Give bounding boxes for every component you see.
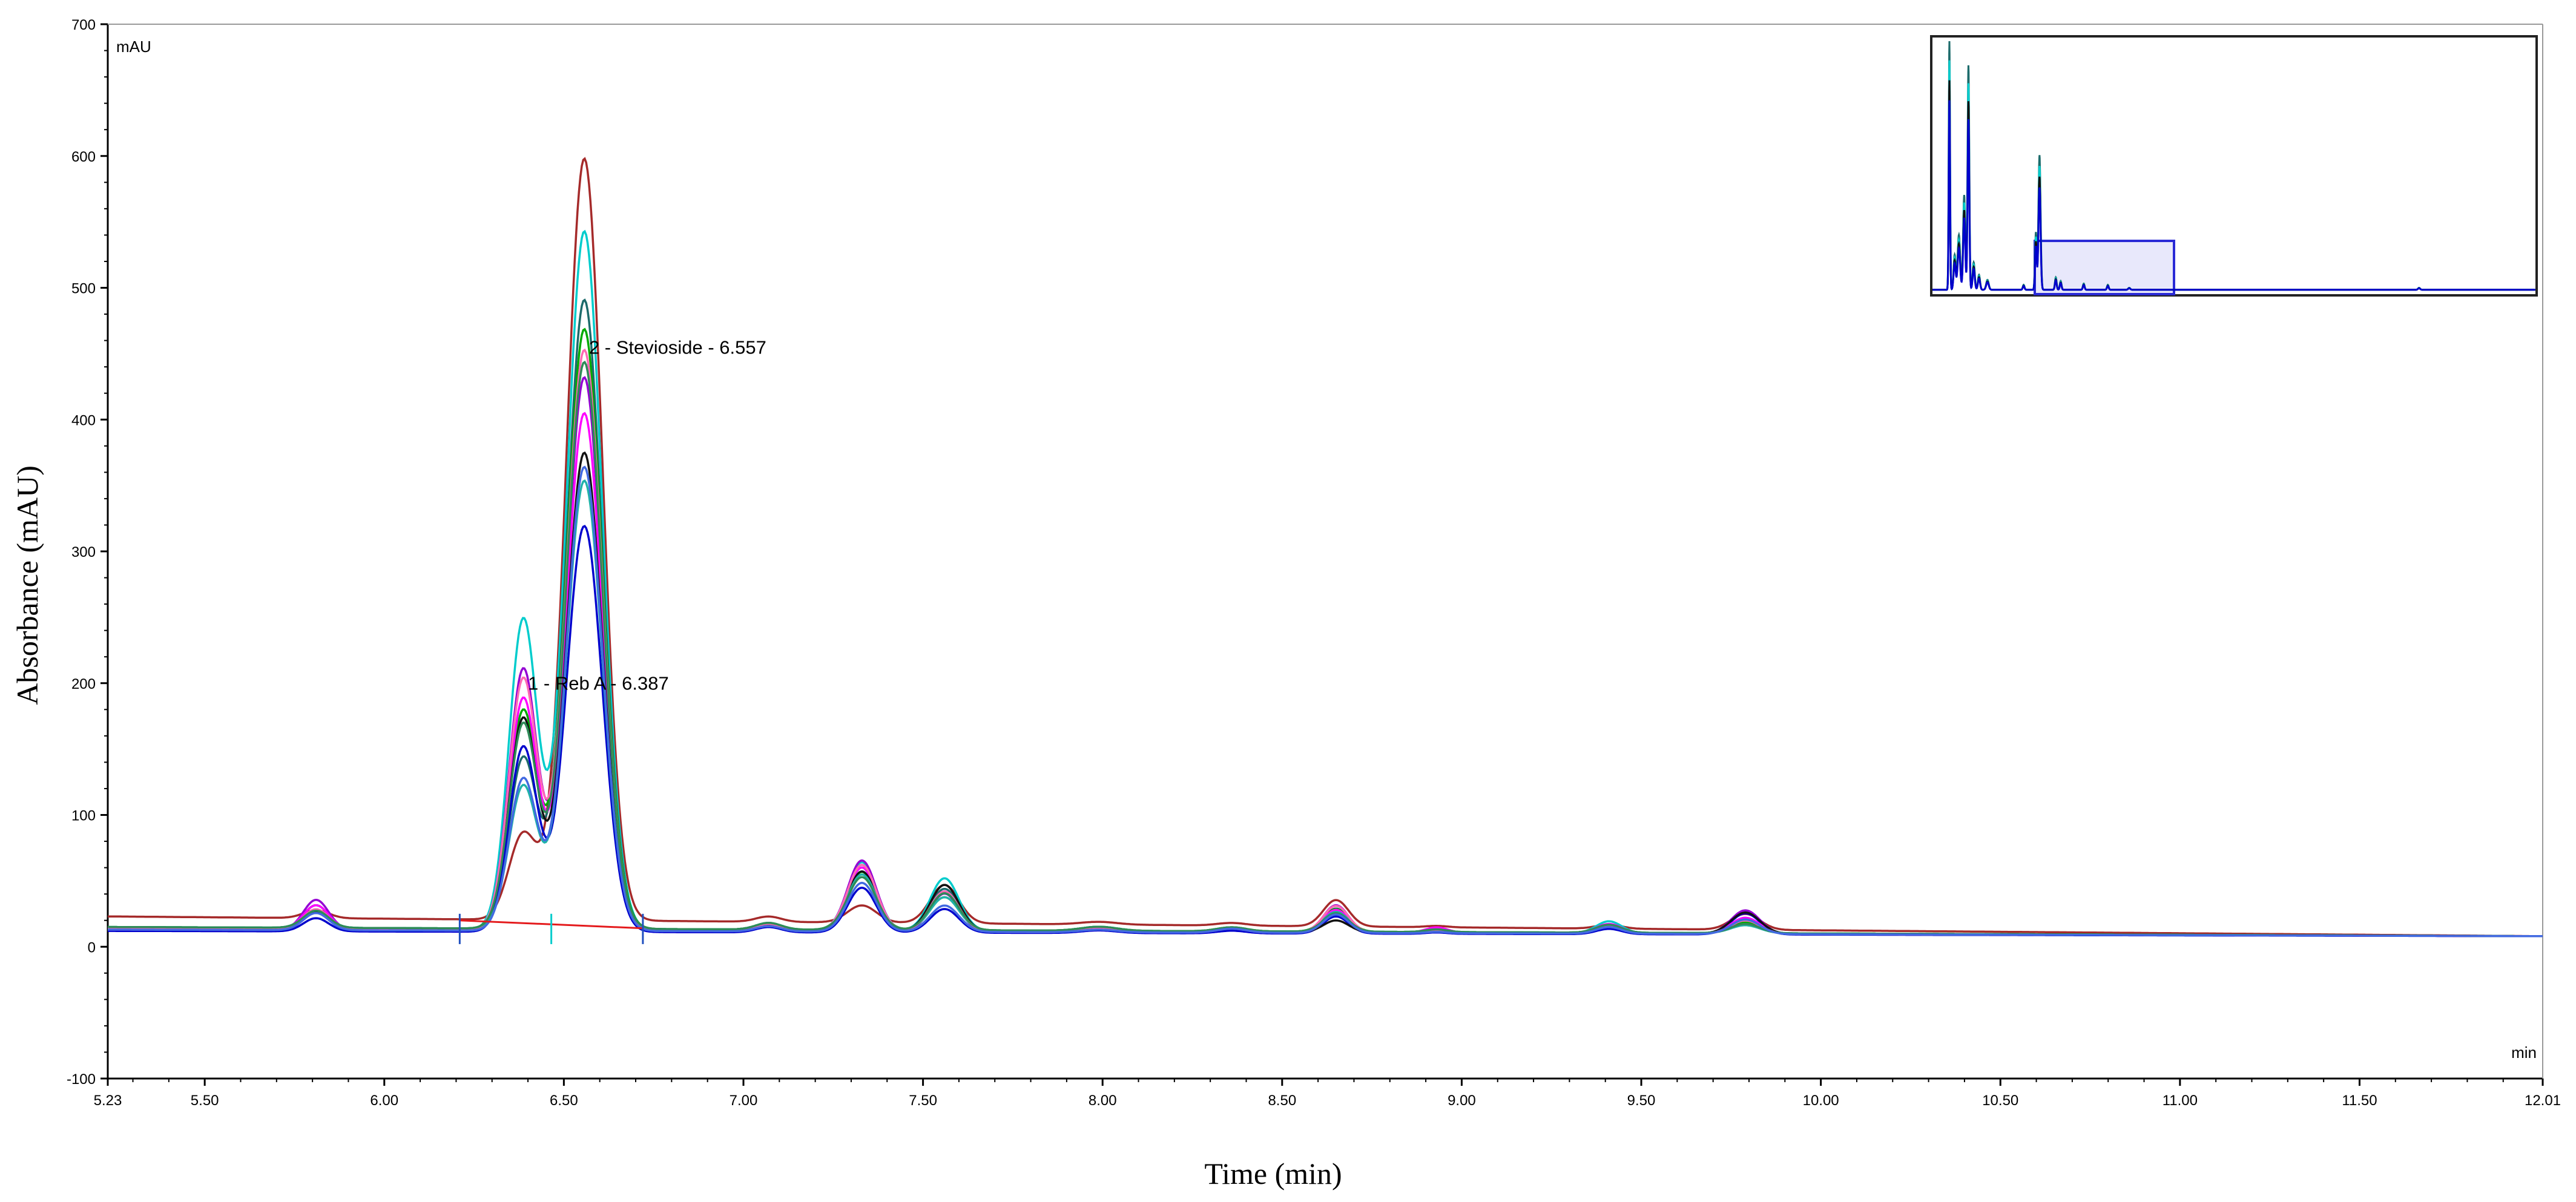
y-tick-label: 600 [71,149,96,165]
x-tick-label: 10.00 [1803,1092,1839,1109]
chromatogram-trace [108,479,2543,938]
x-tick-label: 10.50 [1982,1092,2018,1109]
y-tick-label: 200 [71,676,96,692]
overview-inset-traces [1932,41,2535,291]
x-tick-label: 5.23 [94,1092,122,1109]
peak-annotations: 2 - Stevioside - 6.557 1 - Reb A - 6.387 [528,337,766,694]
chromatogram-trace [108,376,2543,938]
x-tick-label: 6.00 [370,1092,398,1109]
chromatogram-trace [108,298,2543,938]
chromatogram-trace [108,229,2543,938]
x-tick-label: 7.50 [909,1092,937,1109]
y-tick-label: 0 [88,939,96,956]
chromatogram-trace [108,451,2543,938]
x-tick-label: 7.00 [730,1092,758,1109]
peak-markers [458,913,644,944]
x-tick-label: 9.00 [1448,1092,1476,1109]
y-tick-label: 700 [71,17,96,33]
chromatogram-trace [108,157,2543,938]
chromatogram-trace [108,327,2543,938]
x-tick-label: 9.50 [1627,1092,1656,1109]
x-tick-label: 6.50 [550,1092,578,1109]
y-axis-ticks: -100 0 100 200 300 400 500 600 700 [67,17,108,1088]
y-tick-label: 100 [71,808,96,824]
x-tick-label: 5.50 [191,1092,219,1109]
x-axis-title: Time (min) [1204,1157,1342,1191]
y-tick-label: 500 [71,281,96,297]
chromatogram-traces [108,157,2543,938]
peak-label: 2 - Stevioside - 6.557 [589,337,766,358]
y-axis-title: Absorbance (mAU) [10,465,44,705]
overview-trace [1932,100,2535,291]
overview-inset[interactable] [1930,35,2538,297]
x-tick-label: 8.00 [1089,1092,1117,1109]
overview-zoom-window[interactable] [2034,240,2175,295]
chromatogram-trace [108,360,2543,938]
y-tick-label: 400 [71,412,96,429]
y-tick-label: -100 [67,1071,96,1088]
chromatogram-trace [108,412,2543,938]
x-unit-label: min [2511,1043,2537,1062]
chromatogram-trace [108,348,2543,938]
x-tick-label: 11.00 [2163,1092,2198,1109]
y-unit-label: mAU [116,38,151,56]
chromatogram-trace [108,525,2543,938]
x-axis-ticks: 5.23 5.50 6.00 6.50 7.00 7.50 8.00 8.50 9.00 9.50… [94,1079,2561,1109]
peak-label: 1 - Reb A - 6.387 [528,673,669,694]
x-tick-label: 11.50 [2342,1092,2377,1109]
overview-inset-frame [1930,35,2538,297]
x-tick-label: 8.50 [1268,1092,1296,1109]
x-tick-label: 12.01 [2525,1092,2561,1109]
y-tick-label: 300 [71,544,96,560]
chromatogram-trace [108,465,2543,938]
